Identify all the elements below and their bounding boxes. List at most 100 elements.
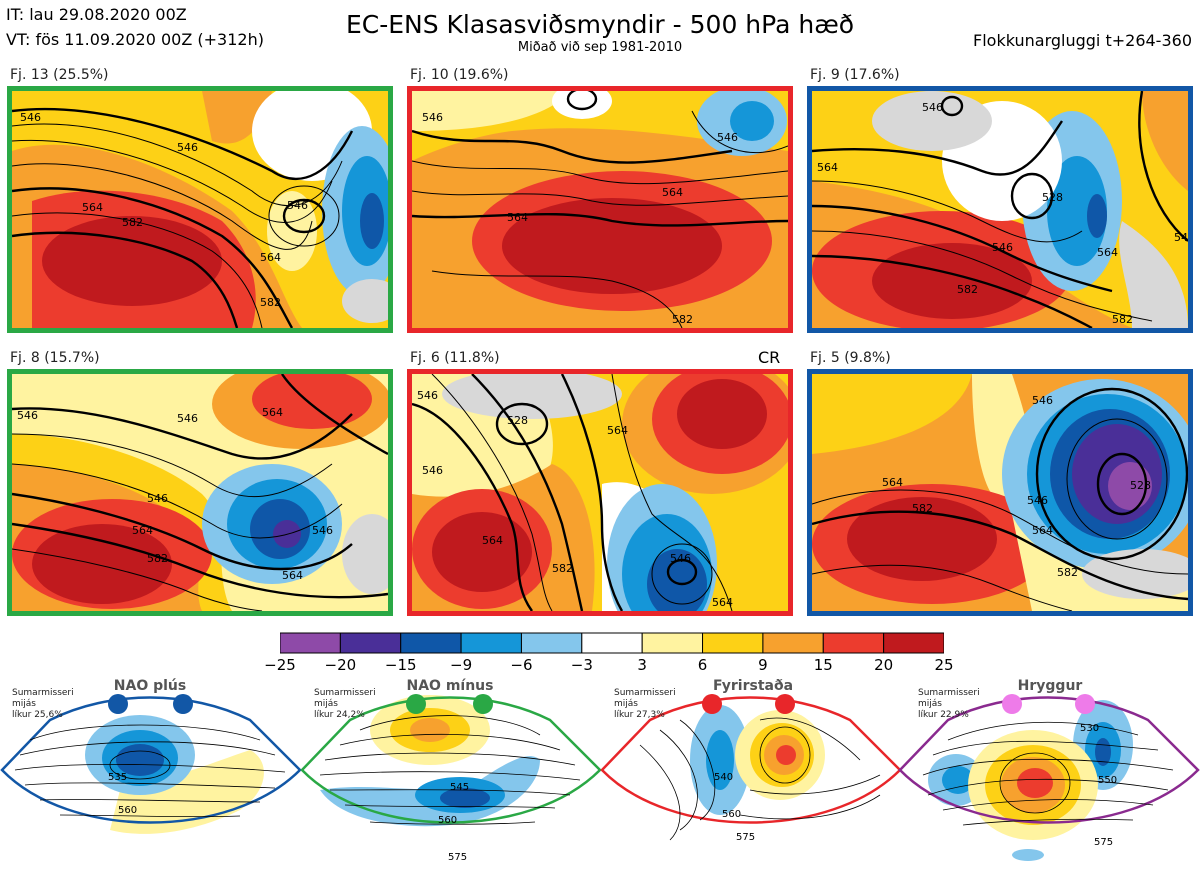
contour-label: 546 — [717, 131, 738, 144]
contour-label: 582 — [122, 216, 143, 229]
colorbar-tick-label: 6 — [697, 656, 708, 674]
contour-label: 546 — [417, 389, 438, 402]
anomaly-map-4: 546 546 564 546 564 582 564 546 — [12, 374, 388, 611]
regime-dot-blocking-1 — [702, 694, 722, 714]
colorbar-swatch — [581, 632, 643, 654]
contour-label: 560 — [438, 815, 457, 826]
colorbar-swatch — [822, 632, 885, 654]
colorbar-tick-label: −6 — [510, 656, 533, 674]
colorbar — [279, 632, 945, 658]
regime-map-ridge: 530 550 575 — [898, 680, 1200, 871]
contour-label: 546 — [177, 412, 198, 425]
regime-map-nao-minus: 545 560 575 — [300, 680, 602, 871]
panel-label-1: Fj. 13 (25.5%) — [10, 67, 109, 83]
contour-label: 564 — [262, 406, 283, 419]
contour-label: 582 — [147, 552, 168, 565]
contour-label: 546 — [177, 141, 198, 154]
colorbar-swatch — [520, 632, 583, 654]
regime-title-blocking: Fyrirstaða — [712, 678, 794, 694]
contour-label: 540 — [714, 772, 733, 783]
anomaly-map-5: 546 528 564 546 564 546 582 564 — [412, 374, 788, 611]
cluster-map-panel-2: 546 546 564 564 582 — [407, 86, 793, 333]
contour-label: 582 — [552, 562, 573, 575]
contour-label: 564 — [82, 201, 103, 214]
contour-label: 564 — [607, 424, 628, 437]
contour-label: 528 — [1130, 479, 1151, 492]
cluster-map-panel-6: 546 564 528 546 582 564 582 — [807, 369, 1193, 616]
colorbar-swatch — [702, 632, 764, 654]
colorbar-swatch — [762, 632, 824, 654]
contour-label: 582 — [957, 283, 978, 296]
contour-label: 564 — [662, 186, 683, 199]
contour-label: 546 — [1032, 394, 1053, 407]
contour-label: 550 — [1098, 775, 1117, 786]
contour-label: 564 — [712, 596, 733, 609]
panel-label-3: Fj. 9 (17.6%) — [810, 67, 900, 83]
colorbar-tick-label: 15 — [813, 656, 833, 674]
colorbar-swatch — [641, 632, 704, 654]
contour-label: 582 — [672, 313, 693, 326]
colorbar-tick-label: 9 — [758, 656, 768, 674]
colorbar-tick-label: 25 — [934, 656, 954, 674]
contour-label: 545 — [450, 782, 469, 793]
contour-label: 564 — [1032, 524, 1053, 537]
contour-label: 564 — [817, 161, 838, 174]
regime-map-blocking: 540 560 575 — [600, 680, 902, 871]
contour-label: 546 — [312, 524, 333, 537]
panel-label-6: Fj. 5 (9.8%) — [810, 350, 891, 366]
contour-label: 546 — [287, 199, 308, 212]
colorbar-tick-label: −9 — [450, 656, 473, 674]
colorbar-swatch — [460, 632, 522, 654]
contour-label: 575 — [448, 852, 467, 863]
contour-label: 546 — [992, 241, 1013, 254]
anomaly-map-1: 546 546 564 582 546 564 582 — [12, 91, 388, 328]
contour-label: 564 — [507, 211, 528, 224]
colorbar-tick-label: −25 — [264, 656, 296, 674]
contour-label: 546 — [422, 464, 443, 477]
cluster-map-panel-3: 546 564 546 528 564 582 582 546 — [807, 86, 1193, 333]
contour-label: 546 — [20, 111, 41, 124]
cluster-map-panel-4: 546 546 564 546 564 582 564 546 — [7, 369, 393, 616]
colorbar-tick-label: −3 — [570, 656, 593, 674]
colorbar-swatches — [279, 632, 945, 654]
contour-label: 564 — [282, 569, 303, 582]
panel-label-5: Fj. 6 (11.8%) — [410, 350, 500, 366]
contour-label: 560 — [118, 805, 137, 816]
regime-title-nao-minus: NAO mínus — [406, 678, 494, 694]
regime-dot-ridge-2 — [1075, 694, 1095, 714]
anomaly-map-2: 546 546 564 564 582 — [412, 91, 788, 328]
regime-note-blocking: Sumarmisseri mijás líkur 27,3% — [614, 688, 676, 720]
regime-title-ridge: Hryggur — [1017, 678, 1083, 694]
panel-label-4: Fj. 8 (15.7%) — [10, 350, 100, 366]
contour-label: 582 — [260, 296, 281, 309]
colorbar-tick-label: 20 — [874, 656, 894, 674]
contour-label: 546 — [1027, 494, 1048, 507]
contour-label: 546 — [1174, 231, 1188, 244]
regime-note-nao-plus: Sumarmisseri mijás líkur 25,6% — [12, 688, 74, 720]
contour-label: 528 — [1042, 191, 1063, 204]
contour-label: 535 — [108, 772, 127, 783]
contour-label: 530 — [1080, 723, 1099, 734]
cluster-map-panel-1: 546 546 564 582 546 564 582 — [7, 86, 393, 333]
regime-dot-nao-minus-1 — [406, 694, 426, 714]
panel-label-2: Fj. 10 (19.6%) — [410, 67, 509, 83]
regime-dot-nao-minus-2 — [473, 694, 493, 714]
contour-label: 564 — [882, 476, 903, 489]
contour-label: 564 — [482, 534, 503, 547]
cluster-map-panel-5: 546 528 564 546 564 546 582 564 — [407, 369, 793, 616]
regime-dot-ridge-1 — [1002, 694, 1022, 714]
contour-label: 546 — [670, 552, 691, 565]
colorbar-swatch — [339, 632, 402, 654]
contour-label: 575 — [736, 832, 755, 843]
regime-title-nao-plus: NAO plús — [113, 678, 187, 694]
contour-label: 564 — [260, 251, 281, 264]
contour-label: 564 — [1097, 246, 1118, 259]
contour-label: 546 — [422, 111, 443, 124]
contour-label: 564 — [132, 524, 153, 537]
regime-dot-blocking-2 — [775, 694, 795, 714]
contour-label: 582 — [1112, 313, 1133, 326]
contour-label: 582 — [1057, 566, 1078, 579]
regime-map-nao-plus: 535 560 — [0, 680, 302, 871]
colorbar-tick-label: −15 — [384, 656, 417, 674]
page-subtitle: Miðað við sep 1981-2010 — [517, 40, 683, 55]
